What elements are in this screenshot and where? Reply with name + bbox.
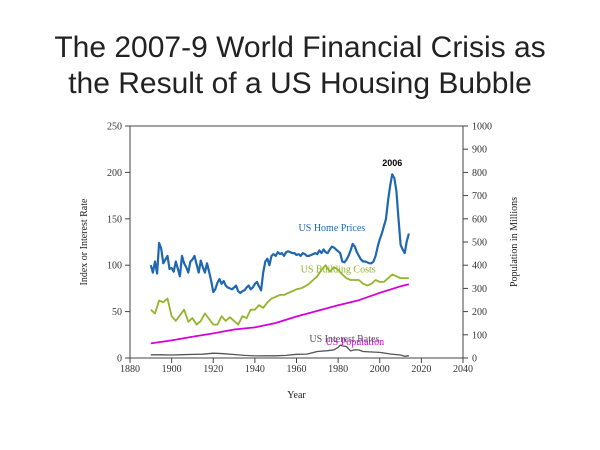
series-label-us-interest-rates: US Interest Rates [309,334,379,345]
x-tick-label: 1980 [328,364,348,375]
x-axis-label: Year [287,390,306,401]
y-right-tick-label: 0 [472,354,477,365]
x-tick-label: 2020 [411,364,431,375]
slide-title-line-1: The 2007-9 World Financial Crisis as [54,31,546,64]
series-label-us-home-prices: US Home Prices [299,223,366,234]
y-right-tick-label: 400 [472,261,487,272]
series-label-us-building-costs: US Building Costs [301,265,376,276]
x-tick-label: 1960 [287,364,307,375]
y-right-tick-label: 500 [472,238,487,249]
y-right-tick-label: 1000 [472,122,492,133]
series-line-us-building-costs [150,264,409,326]
series-line-us-population [150,283,410,345]
y-left-tick-label: 150 [107,214,122,225]
slide-title-line-2: the Result of a US Housing Bubble [68,67,532,100]
series-line-us-interest-rates [150,344,409,357]
y-right-tick-label: 900 [472,145,487,156]
x-tick-label: 2040 [453,364,473,375]
y-left-tick-label: 100 [107,261,122,272]
y-right-tick-label: 800 [472,168,487,179]
plot-frame [129,125,464,359]
y-right-tick-label: 700 [472,191,487,202]
slide-title: The 2007-9 World Financial Crisis as the… [0,30,600,102]
y-left-tick-label: 50 [112,307,122,318]
y-left-tick-label: 0 [117,354,122,365]
annotation-label: 2006 [382,158,402,168]
x-tick-label: 1880 [120,364,140,375]
x-tick-label: 2000 [370,364,390,375]
series-line-us-home-prices [149,173,410,295]
y-right-tick-label: 200 [472,307,487,318]
y-left-tick-label: 200 [107,168,122,179]
x-tick-label: 1940 [245,364,265,375]
y-right-tick-label: 600 [472,214,487,225]
x-tick-label: 1900 [162,364,182,375]
y-left-tick-label: 250 [107,122,122,133]
y-left-axis-label: Index or Interest Rate [79,198,90,285]
y-right-axis-label: Population in Millions [509,197,520,287]
series-label-us-population: US Population [325,337,384,348]
y-right-tick-label: 100 [472,330,487,341]
x-tick-label: 1920 [203,364,223,375]
y-right-tick-label: 300 [472,284,487,295]
